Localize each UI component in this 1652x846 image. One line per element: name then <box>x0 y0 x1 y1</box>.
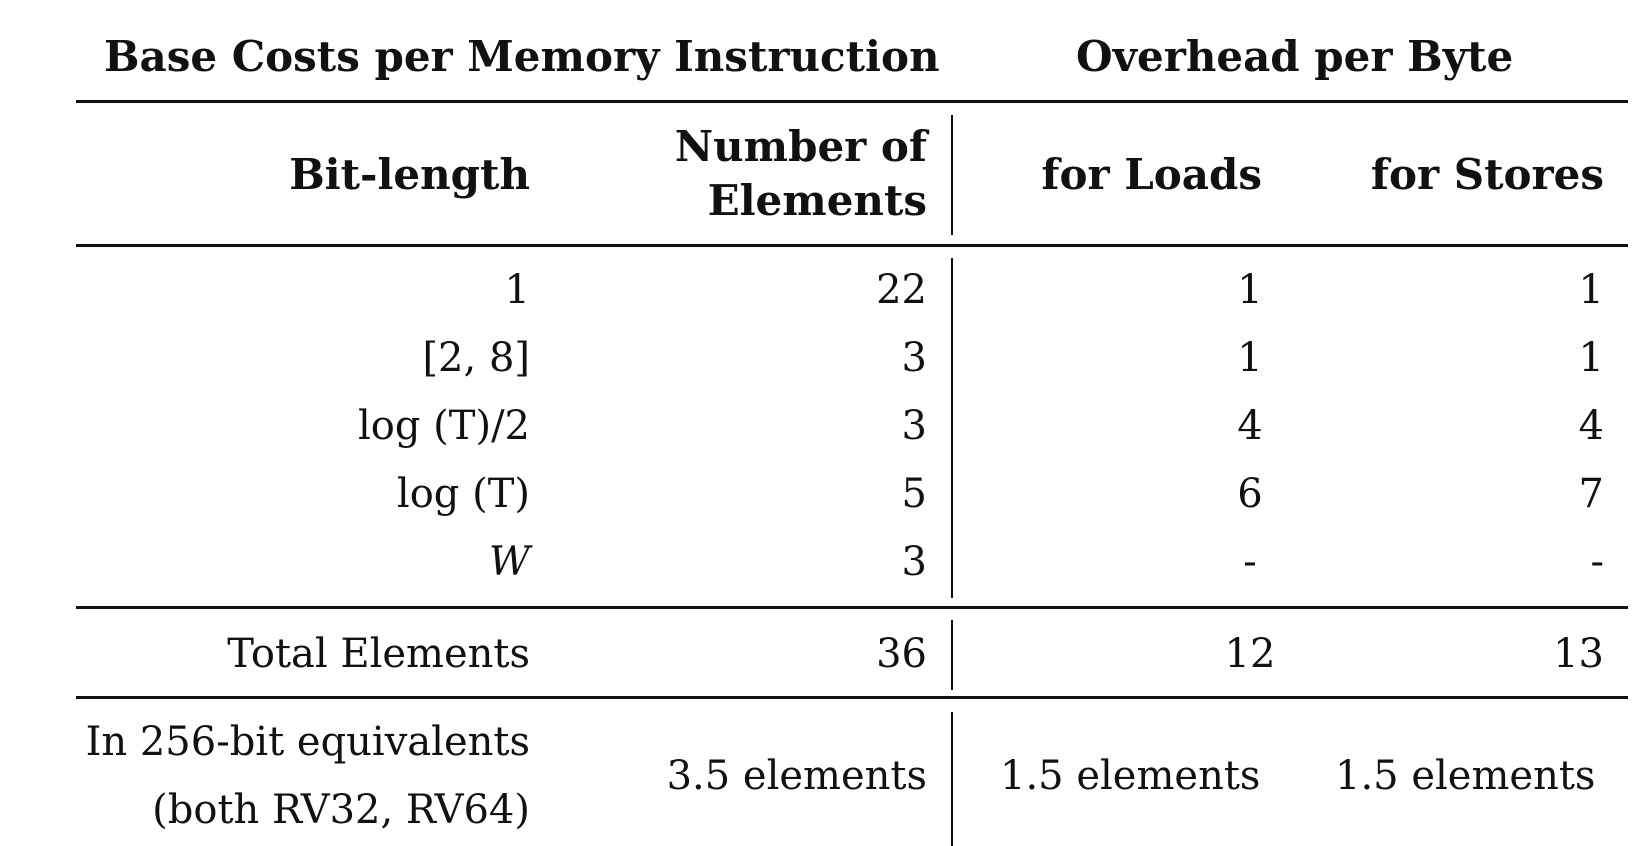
cell-loads: 1 <box>1237 335 1263 381</box>
cell-bit-length: log (T) <box>396 471 530 517</box>
col-header-for-loads: for Loads <box>1041 150 1262 199</box>
cell-loads: 1 <box>1237 267 1263 313</box>
cell-bit-length: log (T)/2 <box>357 403 530 449</box>
cell-elements: 3 <box>901 335 927 381</box>
equivalents-stores: 1.5 elements <box>1335 753 1596 799</box>
group-header-overhead: Overhead per Byte <box>1076 32 1514 81</box>
cell-elements: 3 <box>901 539 927 585</box>
total-label: Total Elements <box>227 631 530 677</box>
equivalents-label-line1: In 256-bit equivalents <box>85 719 530 765</box>
cell-elements: 22 <box>876 267 927 313</box>
equivalents-elements: 3.5 elements <box>666 753 927 799</box>
equivalents-vertical-rule <box>951 712 953 846</box>
col-header-for-stores: for Stores <box>1370 150 1604 199</box>
total-rule <box>76 696 1628 699</box>
group-header-base-costs: Base Costs per Memory Instruction <box>104 32 940 81</box>
total-elements: 36 <box>876 631 927 677</box>
col-header-number-of: Number of <box>674 122 927 171</box>
cell-loads: 4 <box>1237 403 1263 449</box>
cell-elements: 3 <box>901 403 927 449</box>
cell-bit-length: 1 <box>504 267 530 313</box>
cell-loads: - <box>1243 539 1257 585</box>
cell-stores: 1 <box>1578 335 1604 381</box>
body-vertical-rule <box>951 258 953 598</box>
cell-loads: 6 <box>1237 471 1263 517</box>
col-header-elements: Elements <box>707 176 927 225</box>
equivalents-loads: 1.5 elements <box>1000 753 1261 799</box>
cell-stores: 1 <box>1578 267 1604 313</box>
top-rule <box>76 100 1628 103</box>
cell-stores: - <box>1590 539 1604 585</box>
total-loads: 12 <box>1224 631 1276 677</box>
cell-elements: 5 <box>901 471 927 517</box>
total-stores: 13 <box>1553 631 1604 677</box>
equivalents-label-line2: (both RV32, RV64) <box>152 787 530 833</box>
cell-bit-length: [2, 8] <box>422 335 530 381</box>
header-rule <box>76 244 1628 247</box>
col-header-bit-length: Bit-length <box>289 150 530 199</box>
cell-stores: 4 <box>1578 403 1604 449</box>
header-vertical-rule <box>951 115 953 235</box>
cell-stores: 7 <box>1578 471 1604 517</box>
cell-bit-length: W <box>488 539 530 585</box>
total-vertical-rule <box>951 620 953 690</box>
body-rule <box>76 606 1628 609</box>
